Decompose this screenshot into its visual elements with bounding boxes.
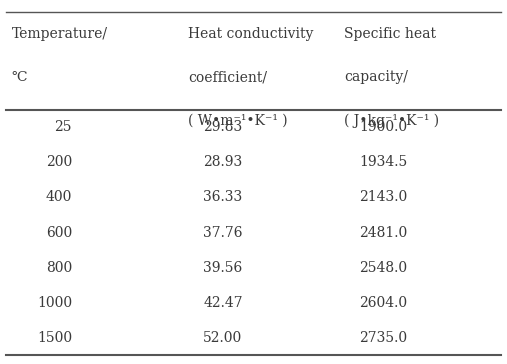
- Text: 2143.0: 2143.0: [359, 190, 408, 205]
- Text: 1934.5: 1934.5: [359, 155, 408, 169]
- Text: 800: 800: [46, 261, 72, 275]
- Text: 2604.0: 2604.0: [359, 296, 408, 310]
- Text: 36.33: 36.33: [203, 190, 242, 205]
- Text: Specific heat: Specific heat: [344, 27, 436, 41]
- Text: ( J•kg⁻¹•K⁻¹ ): ( J•kg⁻¹•K⁻¹ ): [344, 113, 440, 128]
- Text: ℃: ℃: [12, 70, 27, 84]
- Text: 200: 200: [46, 155, 72, 169]
- Text: 52.00: 52.00: [203, 331, 242, 345]
- Text: coefficient/: coefficient/: [188, 70, 267, 84]
- Text: 39.56: 39.56: [203, 261, 242, 275]
- Text: 1500: 1500: [37, 331, 72, 345]
- Text: 37.76: 37.76: [203, 226, 242, 240]
- Text: 2735.0: 2735.0: [359, 331, 408, 345]
- Text: Heat conductivity: Heat conductivity: [188, 27, 313, 41]
- Text: 1900.0: 1900.0: [359, 120, 408, 134]
- Text: 1000: 1000: [37, 296, 72, 310]
- Text: 29.83: 29.83: [203, 120, 242, 134]
- Text: 28.93: 28.93: [203, 155, 242, 169]
- Text: 600: 600: [46, 226, 72, 240]
- Text: 25: 25: [54, 120, 72, 134]
- Text: Temperature/: Temperature/: [12, 27, 107, 41]
- Text: 2548.0: 2548.0: [359, 261, 408, 275]
- Text: 42.47: 42.47: [203, 296, 243, 310]
- Text: 2481.0: 2481.0: [359, 226, 408, 240]
- Text: ( W•m⁻¹•K⁻¹ ): ( W•m⁻¹•K⁻¹ ): [188, 113, 287, 127]
- Text: capacity/: capacity/: [344, 70, 408, 84]
- Text: 400: 400: [46, 190, 72, 205]
